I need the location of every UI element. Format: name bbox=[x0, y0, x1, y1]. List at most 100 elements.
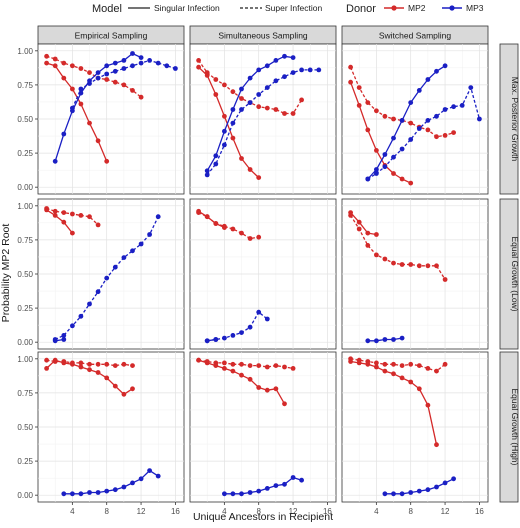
data-point-mp3 bbox=[112, 487, 118, 493]
data-point-mp2 bbox=[374, 148, 379, 153]
y-tick-label: 1.00 bbox=[17, 202, 33, 211]
data-point-mp3 bbox=[104, 63, 110, 69]
data-point-mp3 bbox=[416, 488, 422, 494]
panel-series-r1-c1 bbox=[196, 208, 270, 344]
data-point-mp2 bbox=[434, 134, 439, 140]
legend: Model Singular Infection Super Infection Do… bbox=[92, 3, 484, 15]
series-line-mp2-singular bbox=[46, 62, 108, 162]
data-point-mp2 bbox=[382, 361, 388, 367]
data-point-mp3 bbox=[130, 51, 135, 56]
data-point-mp3 bbox=[130, 248, 135, 254]
panel-r0-c2 bbox=[341, 43, 489, 195]
data-point-mp3 bbox=[95, 70, 101, 75]
data-point-mp3 bbox=[459, 103, 465, 108]
data-point-mp2 bbox=[299, 97, 304, 103]
data-point-mp2 bbox=[416, 386, 422, 392]
data-point-mp3 bbox=[391, 491, 396, 497]
data-point-mp3 bbox=[273, 78, 279, 84]
data-point-mp2 bbox=[230, 361, 236, 367]
data-point-mp3 bbox=[239, 107, 244, 112]
data-point-mp2 bbox=[213, 92, 219, 97]
panel-r2-c0: 0.00 0.25 0.50 0.75 1.00 4 8 12 16 bbox=[17, 351, 185, 516]
legend-donor-label-0: MP2 bbox=[408, 3, 426, 13]
data-point-mp2 bbox=[434, 442, 439, 448]
data-point-mp2 bbox=[230, 226, 236, 232]
data-point-mp3 bbox=[399, 491, 405, 497]
data-point-mp2 bbox=[365, 359, 371, 364]
data-point-mp3 bbox=[299, 67, 304, 73]
data-point-mp2 bbox=[87, 214, 92, 220]
data-point-mp2 bbox=[408, 180, 414, 186]
data-point-mp3 bbox=[61, 131, 67, 137]
panel-r1-c2 bbox=[341, 198, 489, 350]
panel-r1-c0: 0.00 0.25 0.50 0.75 1.00 bbox=[17, 198, 185, 350]
data-point-mp2 bbox=[408, 120, 414, 126]
data-point-mp3 bbox=[213, 161, 219, 167]
x-tick-label: 8 bbox=[104, 507, 109, 516]
data-point-mp2 bbox=[104, 375, 110, 381]
data-point-mp3 bbox=[78, 491, 84, 497]
panel-series-r0-c2 bbox=[348, 63, 482, 186]
data-point-mp2 bbox=[374, 108, 379, 114]
data-point-mp2 bbox=[382, 113, 388, 119]
data-point-mp2 bbox=[44, 60, 49, 66]
data-point-mp3 bbox=[365, 338, 371, 344]
data-point-mp3 bbox=[399, 118, 405, 123]
data-point-mp3 bbox=[204, 172, 210, 178]
data-point-mp2 bbox=[391, 260, 396, 266]
data-point-mp2 bbox=[70, 211, 75, 217]
data-point-mp2 bbox=[408, 379, 414, 385]
data-point-mp3 bbox=[213, 337, 219, 342]
data-point-mp3 bbox=[70, 491, 75, 497]
data-point-mp3 bbox=[70, 323, 75, 329]
data-point-mp3 bbox=[204, 338, 210, 344]
row-strip-0 bbox=[499, 43, 519, 195]
data-point-mp2 bbox=[44, 206, 49, 211]
data-point-mp3 bbox=[408, 100, 414, 105]
data-point-mp2 bbox=[356, 85, 362, 90]
data-point-mp2 bbox=[130, 386, 135, 392]
data-point-mp3 bbox=[247, 324, 253, 330]
data-point-mp2 bbox=[247, 376, 253, 382]
data-point-mp3 bbox=[104, 488, 110, 494]
y-tick-label: 0.25 bbox=[17, 149, 33, 158]
data-point-mp3 bbox=[95, 490, 101, 495]
data-point-mp2 bbox=[391, 371, 396, 377]
data-point-mp2 bbox=[374, 364, 379, 370]
y-tick-label: 0.00 bbox=[17, 338, 33, 347]
data-point-mp2 bbox=[256, 385, 262, 390]
data-point-mp2 bbox=[61, 219, 67, 225]
data-point-mp3 bbox=[147, 468, 153, 473]
data-point-mp3 bbox=[52, 338, 58, 344]
data-point-mp3 bbox=[374, 171, 379, 176]
legend-model-title: Model bbox=[92, 3, 122, 15]
series-line-mp2-singular bbox=[350, 212, 377, 236]
data-point-mp2 bbox=[442, 133, 448, 138]
x-tick-label: 16 bbox=[475, 507, 484, 516]
data-point-mp3 bbox=[391, 154, 396, 160]
data-point-mp2 bbox=[356, 357, 362, 363]
data-point-mp2 bbox=[256, 363, 262, 368]
data-point-mp3 bbox=[264, 316, 270, 322]
data-point-mp2 bbox=[391, 171, 396, 176]
data-point-mp3 bbox=[416, 126, 422, 131]
data-point-mp2 bbox=[434, 368, 439, 374]
data-point-mp2 bbox=[365, 243, 371, 248]
data-point-mp2 bbox=[239, 156, 244, 161]
y-tick-label: 0.25 bbox=[17, 304, 33, 313]
data-point-mp2 bbox=[365, 230, 371, 236]
legend-super-label: Super Infection bbox=[265, 3, 322, 13]
data-point-mp3 bbox=[256, 92, 262, 97]
data-point-mp3 bbox=[164, 63, 170, 69]
data-point-mp3 bbox=[78, 86, 84, 92]
data-point-mp3 bbox=[451, 104, 456, 110]
data-point-mp3 bbox=[121, 58, 127, 63]
data-point-mp2 bbox=[222, 366, 227, 371]
data-point-mp3 bbox=[434, 484, 439, 490]
data-point-mp3 bbox=[316, 67, 322, 73]
data-point-mp2 bbox=[61, 75, 67, 81]
data-point-mp3 bbox=[204, 168, 210, 174]
data-point-mp3 bbox=[87, 81, 92, 86]
data-point-mp2 bbox=[239, 372, 244, 378]
